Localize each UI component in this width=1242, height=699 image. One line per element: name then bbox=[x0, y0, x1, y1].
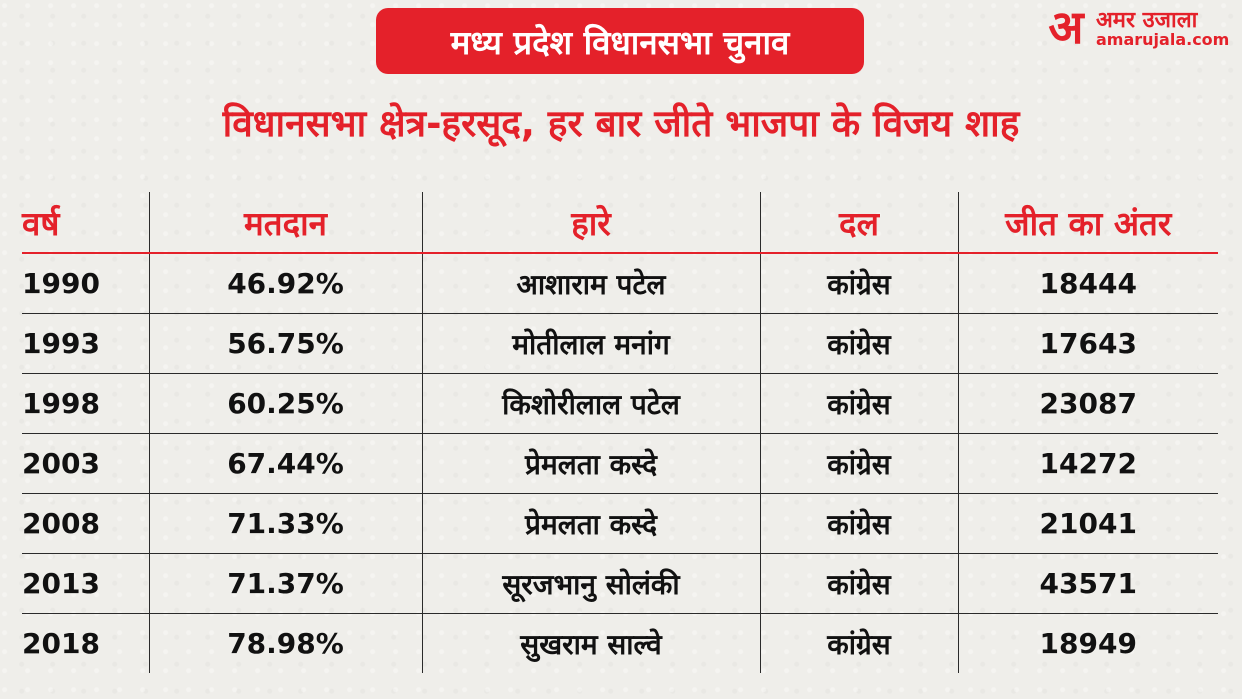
cell-margin: 43571 bbox=[957, 553, 1218, 614]
cell-party: कांग्रेस bbox=[759, 373, 958, 434]
section-badge: मध्य प्रदेश विधानसभा चुनाव bbox=[376, 8, 864, 74]
cell-lost-candidate: प्रेमलता कस्दे bbox=[421, 493, 760, 554]
column-header-turnout: मतदान bbox=[148, 192, 422, 254]
cell-party: कांग्रेस bbox=[759, 613, 958, 673]
cell-margin: 17643 bbox=[957, 313, 1218, 374]
cell-margin: 21041 bbox=[957, 493, 1218, 554]
logo-mark-icon: अ bbox=[1048, 0, 1084, 54]
table-row: 2008 71.33% प्रेमलता कस्दे कांग्रेस 2104… bbox=[22, 493, 1218, 554]
cell-margin: 14272 bbox=[957, 433, 1218, 494]
cell-party: कांग्रेस bbox=[759, 553, 958, 614]
cell-lost-candidate: आशाराम पटेल bbox=[421, 253, 760, 314]
cell-year: 1998 bbox=[22, 373, 149, 434]
cell-year: 2018 bbox=[22, 627, 100, 660]
table-row: 1993 56.75% मोतीलाल मनांग कांग्रेस 17643 bbox=[22, 313, 1218, 374]
cell-margin: 18949 bbox=[957, 613, 1218, 673]
brand-logo[interactable]: अ अमर उजाला amarujala.com bbox=[1040, 2, 1240, 52]
cell-turnout: 46.92% bbox=[148, 253, 422, 314]
table-row: 2018 78.98% सुखराम साल्वे कांग्रेस 18949 bbox=[22, 613, 1218, 673]
cell-party: कांग्रेस bbox=[759, 253, 958, 314]
table-row: 2003 67.44% प्रेमलता कस्दे कांग्रेस 1427… bbox=[22, 433, 1218, 494]
cell-turnout: 67.44% bbox=[148, 433, 422, 494]
cell-year: 2013 bbox=[22, 553, 149, 614]
badge-label: मध्य प्रदेश विधानसभा चुनाव bbox=[450, 22, 790, 62]
table-row: 1998 60.25% किशोरीलाल पटेल कांग्रेस 2308… bbox=[22, 373, 1218, 434]
cell-turnout: 60.25% bbox=[148, 373, 422, 434]
cell-turnout: 71.37% bbox=[148, 553, 422, 614]
cell-turnout: 71.33% bbox=[148, 493, 422, 554]
column-header-party: दल bbox=[759, 192, 958, 254]
cell-lost-candidate: किशोरीलाल पटेल bbox=[421, 373, 760, 434]
logo-name: अमर उजाला bbox=[1096, 8, 1198, 33]
cell-year: 1990 bbox=[22, 253, 149, 314]
cell-lost-candidate: सूरजभानु सोलंकी bbox=[421, 553, 760, 614]
cell-party: कांग्रेस bbox=[759, 493, 958, 554]
table-header-row: वर्ष मतदान हारे दल जीत का अंतर bbox=[22, 192, 1218, 254]
column-header-lost-candidate: हारे bbox=[421, 192, 760, 254]
cell-party: कांग्रेस bbox=[759, 313, 958, 374]
cell-margin: 23087 bbox=[957, 373, 1218, 434]
page-title: विधानसभा क्षेत्र-हरसूद, हर बार जीते भाजप… bbox=[222, 102, 1020, 145]
cell-year: 1993 bbox=[22, 313, 149, 374]
table-row: 2013 71.37% सूरजभानु सोलंकी कांग्रेस 435… bbox=[22, 553, 1218, 614]
results-table: वर्ष मतदान हारे दल जीत का अंतर 1990 46.9… bbox=[22, 192, 1218, 673]
cell-party: कांग्रेस bbox=[759, 433, 958, 494]
cell-turnout: 56.75% bbox=[148, 313, 422, 374]
cell-lost-candidate: सुखराम साल्वे bbox=[421, 613, 760, 673]
logo-url: amarujala.com bbox=[1096, 30, 1230, 49]
cell-lost-candidate: मोतीलाल मनांग bbox=[421, 313, 760, 374]
cell-lost-candidate: प्रेमलता कस्दे bbox=[421, 433, 760, 494]
cell-year: 2008 bbox=[22, 493, 149, 554]
column-header-year: वर्ष bbox=[22, 192, 149, 254]
cell-turnout: 78.98% bbox=[148, 613, 422, 673]
table-row: 1990 46.92% आशाराम पटेल कांग्रेस 18444 bbox=[22, 253, 1218, 314]
cell-year: 2003 bbox=[22, 433, 149, 494]
column-header-margin: जीत का अंतर bbox=[957, 192, 1218, 254]
cell-margin: 18444 bbox=[957, 253, 1218, 314]
